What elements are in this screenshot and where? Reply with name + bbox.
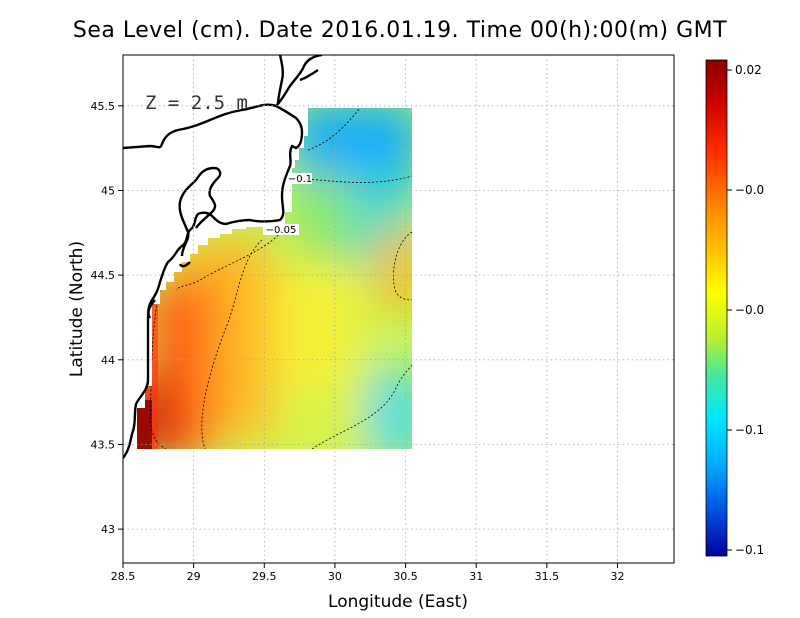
colorbar-tick-label: −0.1 [735, 423, 764, 437]
colorbar-gradient [705, 59, 728, 557]
coastline [123, 55, 323, 459]
map-title: Sea Level (cm). Date 2016.01.19. Time 00… [72, 18, 728, 43]
x-axis-ticks: 28.5 29 29.5 30 30.5 31 31.5 32 [111, 563, 624, 583]
contour-label-1: −0.1 [288, 173, 312, 185]
x-tick-label: 28.5 [111, 570, 136, 583]
contour-label-2: −0.05 [263, 224, 299, 236]
colorbar-ticks: 0.02 −0.0 −0.0 −0.1 −0.1 [727, 63, 764, 557]
contour-label-2-text: −0.05 [266, 225, 297, 236]
x-tick-label: 30.5 [393, 570, 418, 583]
x-axis-label: Longitude (East) [328, 592, 468, 612]
depth-annotation: Z = 2.5 m [145, 92, 248, 114]
y-tick-label: 43 [101, 523, 115, 536]
sea-level-field [137, 108, 412, 449]
x-tick-label: 29 [187, 570, 201, 583]
y-axis-ticks: 43 43.5 44 44.5 45 45.5 [91, 100, 123, 536]
colorbar-tick-label: 0.02 [735, 63, 762, 77]
y-axis-label: Latitude (North) [67, 241, 87, 377]
x-tick-label: 31 [469, 570, 483, 583]
colorbar: 0.02 −0.0 −0.0 −0.1 −0.1 [705, 59, 764, 557]
contour-label-1-text: −0.1 [288, 174, 312, 185]
y-tick-label: 45.5 [91, 100, 116, 113]
x-tick-label: 32 [610, 570, 624, 583]
y-tick-label: 43.5 [91, 438, 116, 451]
x-tick-label: 30 [328, 570, 342, 583]
map-grid [123, 55, 674, 563]
colorbar-tick-label: −0.0 [735, 303, 764, 317]
x-tick-label: 31.5 [535, 570, 560, 583]
y-tick-label: 44.5 [91, 269, 116, 282]
map-frame [122, 54, 675, 564]
colorbar-tick-label: −0.1 [735, 543, 764, 557]
y-tick-label: 45 [101, 184, 115, 197]
colorbar-tick-label: −0.0 [735, 183, 764, 197]
x-tick-label: 29.5 [252, 570, 277, 583]
y-tick-label: 44 [101, 354, 115, 367]
